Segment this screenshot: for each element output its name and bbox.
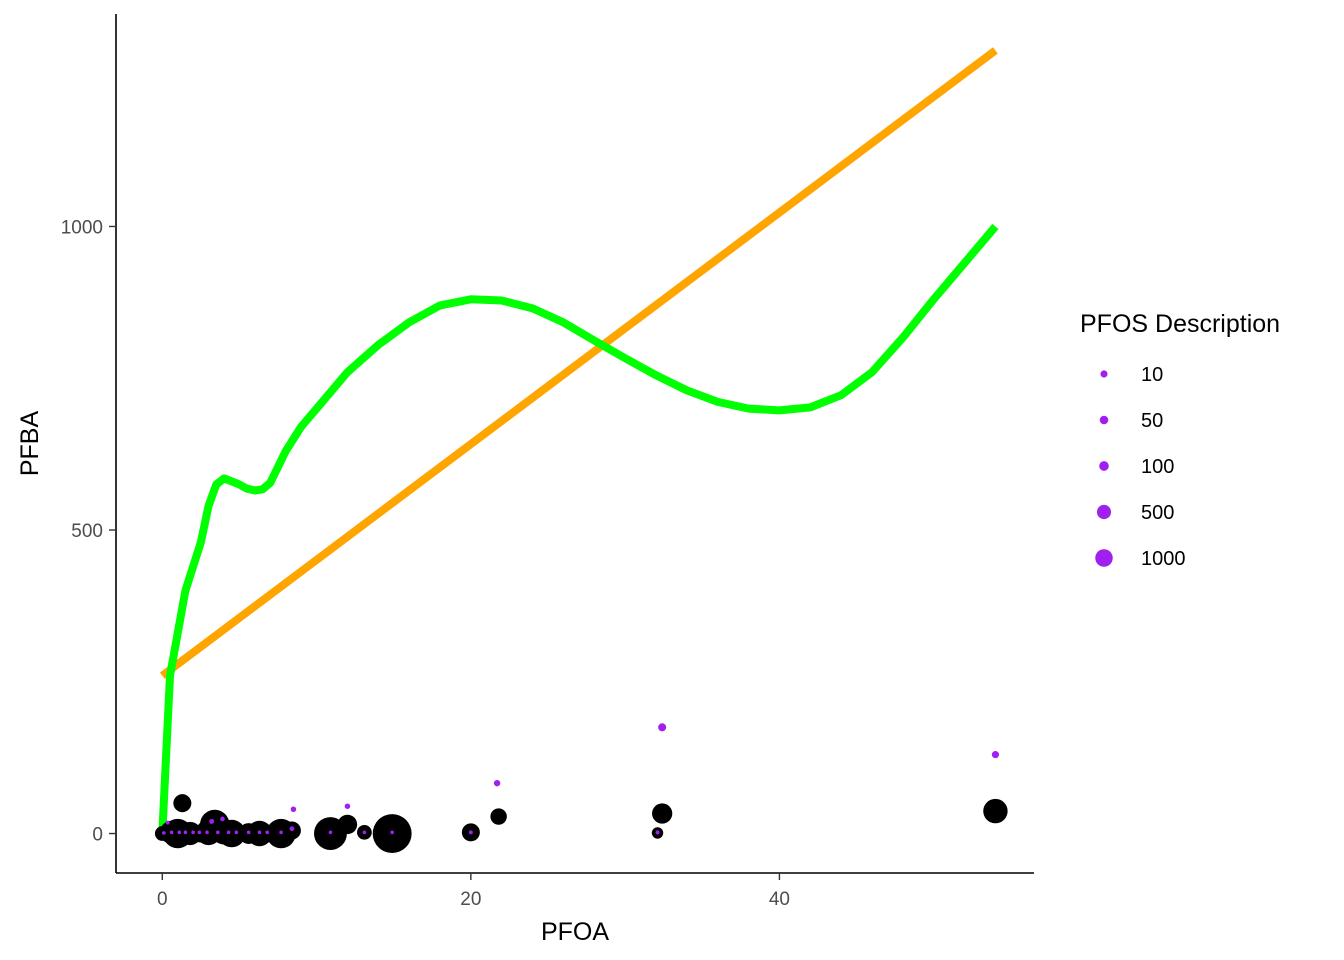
purple-data-point [328,830,333,835]
purple-data-point [177,830,182,835]
purple-data-point [191,830,195,835]
purple-data-point [209,818,215,824]
purple-data-point [234,830,239,835]
x-tick-label: 0 [157,889,168,910]
black-data-point [490,808,507,825]
y-tick-label: 1000 [61,217,103,238]
purple-data-point [197,830,202,835]
legend-label: 1000 [1141,548,1186,570]
legend-key [1099,461,1109,471]
purple-data-point [658,723,667,732]
black-data-point [652,803,673,824]
purple-data-point [468,830,473,835]
black-data-point [173,794,192,813]
black-data-point [983,798,1008,824]
legend-key [1100,370,1108,378]
legend-key [1096,504,1112,520]
legend-key [1095,549,1113,567]
purple-data-point [290,806,297,813]
purple-data-point [493,779,501,787]
data-points [154,723,1008,853]
purple-data-point [165,820,170,825]
smooth-fit-line [158,223,999,834]
purple-data-point [289,826,295,832]
legend-label: 500 [1141,502,1174,524]
purple-data-point [216,830,220,835]
legend-key [1099,415,1109,425]
y-tick-label: 0 [92,825,103,846]
purple-data-point [362,830,367,835]
x-axis-title: PFOA [541,918,609,946]
x-tick-label: 20 [460,889,481,910]
purple-data-point [991,751,1000,759]
linear-fit-line [159,47,998,679]
purple-data-point [169,830,174,835]
legend: PFOS Description 10 50 100 500 1000 [1080,310,1280,570]
purple-data-point [220,816,225,822]
axes: 0 20 40 0 500 1000 PFOA PFBA [16,14,1034,946]
legend-label: 10 [1141,364,1163,386]
y-axis-title: PFBA [16,411,44,477]
fit-lines [158,47,999,834]
legend-title: PFOS Description [1080,310,1280,338]
legend-label: 100 [1141,456,1174,478]
purple-data-point [265,830,270,835]
purple-data-point [162,831,166,835]
y-tick-label: 500 [71,521,103,542]
purple-data-point [390,830,394,835]
purple-data-point [183,830,188,835]
legend-label: 50 [1141,410,1163,432]
purple-data-point [344,803,351,809]
purple-data-point [279,830,283,835]
x-tick-label: 40 [769,889,790,910]
purple-data-point [226,830,231,835]
purple-data-point [655,830,660,835]
purple-data-point [257,830,262,835]
purple-data-point [205,830,209,835]
purple-data-point [246,830,251,835]
black-data-point [337,814,358,835]
